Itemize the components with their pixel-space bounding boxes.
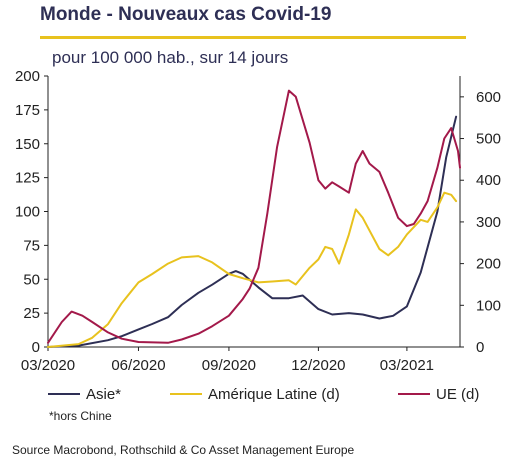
chart-subtitle: pour 100 000 hab., sur 14 jours xyxy=(52,48,289,67)
page-title: Monde - Nouveaux cas Covid-19 xyxy=(40,4,332,25)
y-left-tick-label: 200 xyxy=(15,68,40,85)
legend-label-1: Amérique Latine (d) xyxy=(208,386,340,403)
chart-legend: Asie* Amérique Latine (d) UE (d) xyxy=(48,386,479,403)
y-right-tick-label: 0 xyxy=(476,339,484,356)
y-left-tick-label: 75 xyxy=(23,237,40,254)
y-left-tick-label: 100 xyxy=(15,204,40,221)
y-right-tick-label: 200 xyxy=(476,256,501,273)
x-tick-label: 09/2020 xyxy=(202,357,256,374)
x-tick-label: 03/2021 xyxy=(380,357,434,374)
y-left-tick-label: 50 xyxy=(23,271,40,288)
series-line-0 xyxy=(47,115,458,348)
y-right-tick-label: 500 xyxy=(476,131,501,148)
series-line-2 xyxy=(47,89,461,344)
y-right-tick-label: 100 xyxy=(476,297,501,314)
source-note: Source Macrobond, Rothschild & Co Asset … xyxy=(12,443,355,457)
x-tick-label: 06/2020 xyxy=(111,357,165,374)
chart-series xyxy=(47,89,461,348)
y-left-tick-label: 125 xyxy=(15,170,40,187)
y-left-tick-label: 25 xyxy=(23,305,40,322)
y-right-tick-label: 600 xyxy=(476,89,501,106)
legend-label-0: Asie* xyxy=(86,386,121,403)
legend-label-2: UE (d) xyxy=(436,386,479,403)
series-line-1 xyxy=(47,191,458,348)
title-rule xyxy=(40,36,466,39)
y-left-tick-label: 175 xyxy=(15,102,40,119)
y-left-tick-label: 0 xyxy=(32,339,40,356)
footnote: *hors Chine xyxy=(49,409,112,423)
y-right-tick-label: 300 xyxy=(476,214,501,231)
x-tick-label: 03/2020 xyxy=(21,357,75,374)
y-right-tick-label: 400 xyxy=(476,172,501,189)
x-tick-label: 12/2020 xyxy=(291,357,345,374)
chart-axes: 0 25 50 75 100 125 150 175 200 0 100 200 300 400 500 60… xyxy=(15,68,501,374)
y-left-tick-label: 150 xyxy=(15,136,40,153)
